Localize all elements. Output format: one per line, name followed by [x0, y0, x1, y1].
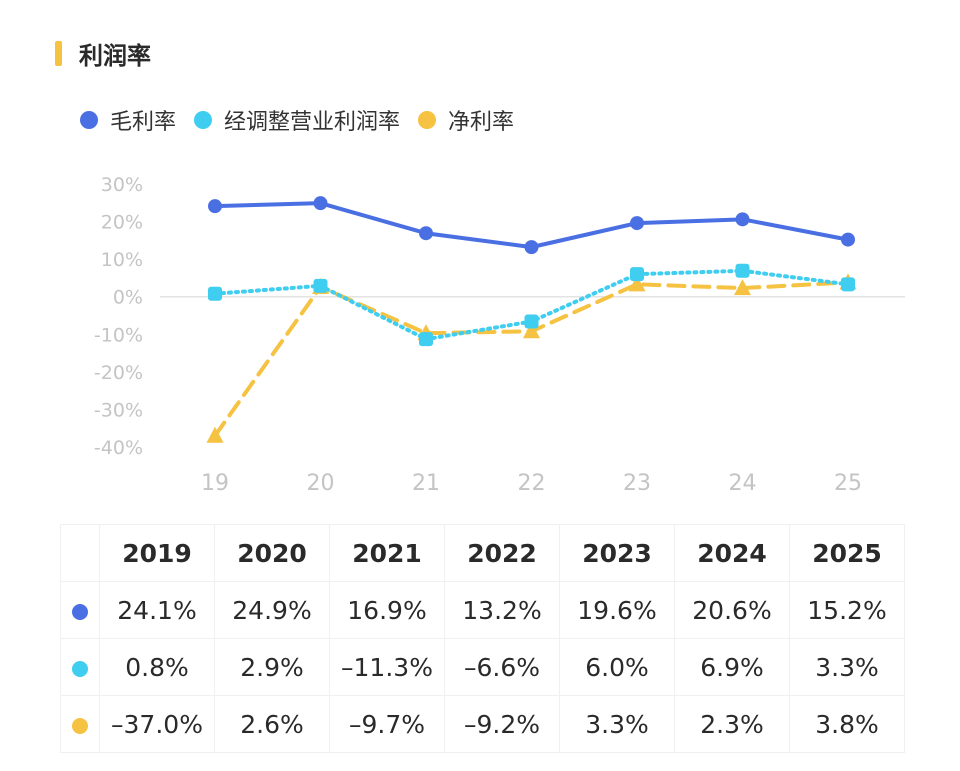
y-tick-label: 20% — [101, 212, 143, 234]
column-header: 2021 — [329, 524, 445, 582]
column-header: 2023 — [559, 524, 675, 582]
y-tick-label: 30% — [101, 174, 143, 196]
data-point — [313, 196, 328, 211]
table-corner-cell — [60, 524, 100, 582]
y-tick-label: 10% — [101, 249, 143, 271]
table-cell: 20.6% — [674, 581, 790, 639]
table-cell: 6.9% — [674, 638, 790, 696]
row-marker-cell — [60, 638, 100, 696]
table-cell: –11.3% — [329, 638, 445, 696]
table-row: –37.0% 2.6% –9.7% –9.2% 3.3% 2.3% 3.8% — [60, 695, 905, 753]
line-chart: 30% 20% 10% 0% -10% -20% -30% -40% 19 20 21 22 23 24 2… — [94, 174, 905, 496]
data-point — [630, 267, 644, 282]
series-dot-icon — [72, 660, 88, 677]
y-tick-label: -10% — [94, 324, 143, 346]
data-point — [735, 212, 750, 227]
y-tick-label: -40% — [94, 437, 143, 459]
legend-dot-icon — [418, 111, 437, 129]
title-accent-bar — [55, 41, 62, 66]
data-point — [841, 232, 855, 247]
data-point — [734, 279, 751, 296]
data-point — [630, 216, 644, 231]
data-point — [419, 226, 433, 241]
data-point — [524, 240, 539, 255]
column-header: 2024 — [674, 524, 790, 582]
legend-dot-icon — [194, 111, 213, 129]
table-cell: 3.8% — [789, 695, 905, 753]
data-point — [628, 275, 646, 292]
table-cell: 24.9% — [214, 581, 330, 639]
data-point — [208, 286, 222, 301]
legend-dot-icon — [80, 111, 98, 129]
table-cell: 16.9% — [329, 581, 445, 639]
data-point — [208, 199, 222, 214]
data-point — [524, 314, 539, 329]
table-cell: 2.6% — [214, 695, 330, 753]
series-line — [213, 280, 850, 438]
x-tick-label: 19 — [201, 471, 229, 496]
column-header: 2020 — [214, 524, 330, 582]
x-tick-label: 23 — [623, 471, 651, 496]
table-cell: 15.2% — [789, 581, 905, 639]
table-header-row: 2019 2020 2021 2022 2023 2024 2025 — [60, 524, 905, 582]
x-tick-label: 22 — [518, 471, 546, 496]
data-point — [206, 426, 224, 443]
series-dot-icon — [72, 603, 88, 620]
chart-legend: 毛利率 经调整营业利润率 净利率 — [80, 104, 532, 136]
legend-label: 净利率 — [448, 110, 515, 135]
table-cell: 0.8% — [99, 638, 215, 696]
column-header: 2025 — [789, 524, 905, 582]
legend-label: 经调整营业利润率 — [224, 110, 401, 135]
legend-label: 毛利率 — [110, 110, 177, 135]
table-cell: –9.7% — [329, 695, 445, 753]
table-cell: 24.1% — [99, 581, 215, 639]
data-point — [313, 278, 328, 293]
table-row: 24.1% 24.9% 16.9% 13.2% 19.6% 20.6% 15.2% — [60, 581, 905, 639]
column-header: 2022 — [444, 524, 560, 582]
x-tick-label: 24 — [729, 471, 757, 496]
table-cell: 2.3% — [674, 695, 790, 753]
margin-table: 2019 2020 2021 2022 2023 2024 2025 24.1% 24.9% 16… — [60, 524, 905, 753]
table-cell: 13.2% — [444, 581, 560, 639]
y-tick-label: -20% — [94, 362, 143, 384]
table-cell: 2.9% — [214, 638, 330, 696]
x-tick-label: 21 — [412, 471, 440, 496]
x-tick-label: 25 — [834, 471, 862, 496]
y-tick-label: -30% — [94, 399, 143, 421]
table-cell: 6.0% — [559, 638, 675, 696]
page-title: 利润率 — [79, 42, 151, 70]
data-point — [841, 277, 855, 292]
row-marker-cell — [60, 695, 100, 753]
table-cell: 3.3% — [559, 695, 675, 753]
table-cell: –9.2% — [444, 695, 560, 753]
column-header: 2019 — [99, 524, 215, 582]
legend-item: 净利率 — [418, 104, 514, 136]
y-tick-label: 0% — [113, 287, 143, 309]
legend-item: 经调整营业利润率 — [194, 104, 400, 136]
table-cell: –6.6% — [444, 638, 560, 696]
data-point — [419, 332, 433, 347]
table-cell: 3.3% — [789, 638, 905, 696]
data-point — [523, 322, 540, 339]
series-dot-icon — [72, 717, 88, 734]
row-marker-cell — [60, 581, 100, 639]
section-title: 利润率 — [55, 36, 151, 71]
legend-item: 毛利率 — [80, 104, 176, 136]
data-point — [735, 263, 750, 278]
x-tick-label: 20 — [307, 471, 335, 496]
table-cell: 19.6% — [559, 581, 675, 639]
table-row: 0.8% 2.9% –11.3% –6.6% 6.0% 6.9% 3.3% — [60, 638, 905, 696]
table-cell: –37.0% — [99, 695, 215, 753]
